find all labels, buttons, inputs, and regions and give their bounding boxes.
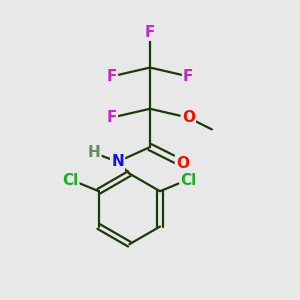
Text: Cl: Cl <box>62 173 78 188</box>
Text: Cl: Cl <box>180 173 197 188</box>
Text: O: O <box>176 156 189 171</box>
Text: F: F <box>106 110 117 125</box>
Text: F: F <box>145 25 155 40</box>
Text: F: F <box>183 69 194 84</box>
Text: N: N <box>111 154 124 169</box>
Text: F: F <box>106 69 117 84</box>
Text: H: H <box>88 146 100 160</box>
Text: O: O <box>182 110 195 125</box>
